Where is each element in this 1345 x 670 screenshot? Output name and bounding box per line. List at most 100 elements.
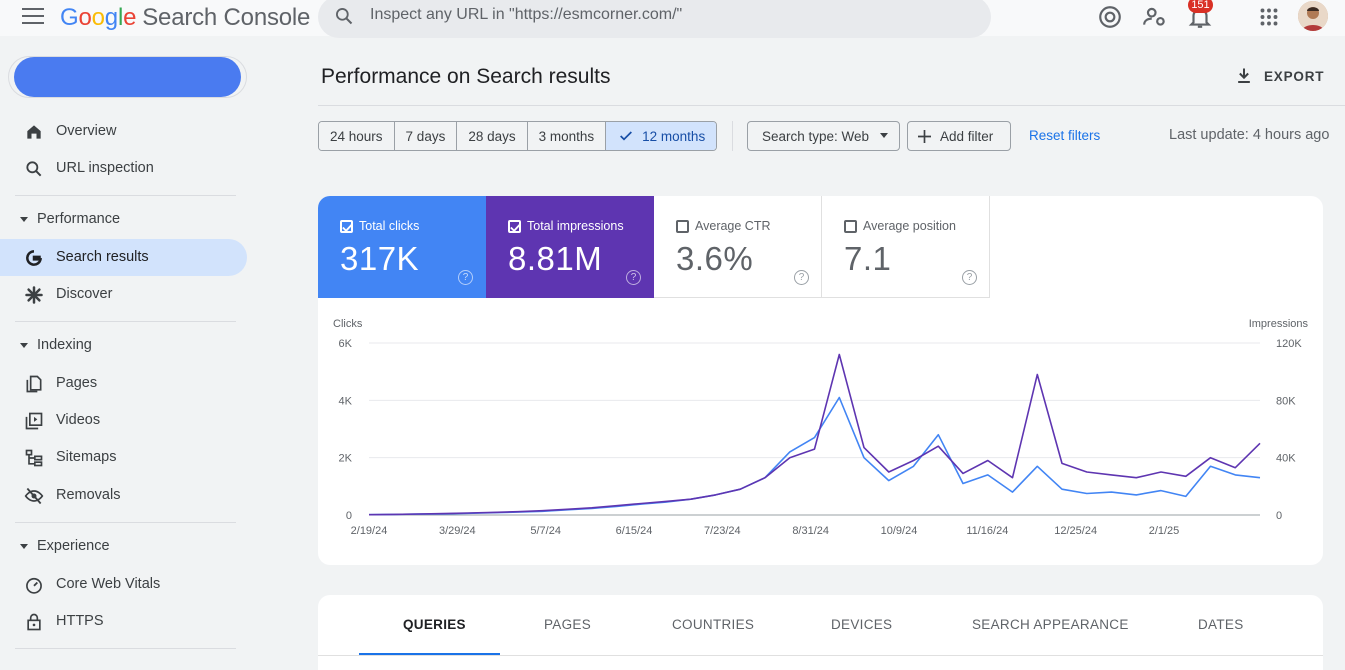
right-tick-label: 120K [1276,338,1302,350]
metric-average-ctr[interactable]: Average CTR 3.6% ? [654,196,822,298]
range-28-days[interactable]: 28 days [457,122,528,150]
add-filter-button[interactable]: Add filter [907,121,1011,151]
x-tick-label: 11/16/24 [966,525,1008,537]
tab-pages[interactable]: PAGES [544,617,592,632]
sidebar-divider [15,648,236,649]
reset-filters-link[interactable]: Reset filters [1029,128,1101,143]
range-24-hours[interactable]: 24 hours [319,122,395,150]
sidebar-item-url-inspection[interactable]: URL inspection [0,150,247,187]
export-button[interactable]: EXPORT [1234,64,1324,88]
x-tick-label: 2/19/24 [351,525,388,537]
sidebar-item-removals[interactable]: Removals [0,477,247,514]
url-inspection-input[interactable] [370,0,970,30]
x-tick-label: 8/31/24 [792,525,829,537]
help-icon[interactable]: ? [458,270,473,285]
metric-average-position[interactable]: Average position 7.1 ? [822,196,990,298]
sidebar-item-discover[interactable]: Discover [0,276,247,313]
user-avatar-icon [1298,1,1328,31]
tab-countries[interactable]: COUNTRIES [672,617,755,632]
x-tick-label: 2/1/25 [1149,525,1180,537]
pages-icon [26,375,42,393]
avatar[interactable] [1298,1,1328,31]
active-tab-indicator [359,653,500,655]
apps-icon[interactable] [1256,4,1282,30]
lock-icon [27,613,41,631]
url-inspection-search [318,0,991,38]
tab-queries[interactable]: QUERIES [403,617,466,632]
sidebar-divider [15,522,236,523]
caret-down-icon [20,343,28,348]
performance-chart: Clicks Impressions 0 2K 4K 6K 0 40K 80K 120K 2… [333,318,1309,537]
right-tick-label: 0 [1276,510,1282,522]
x-tick-label: 5/7/24 [530,525,561,537]
sidebar-item-overview[interactable]: Overview [0,113,247,150]
notification-count-badge: 151 [1188,0,1213,13]
filter-separator [732,121,733,151]
google-g-icon [26,250,43,266]
metric-total-impressions[interactable]: Total impressions 8.81M ? [486,196,654,298]
right-tick-label: 40K [1276,453,1296,465]
performance-card: Total clicks 317K ? Total impressions 8.… [318,196,1323,565]
range-12-months[interactable]: 12 months [606,122,717,150]
metric-total-clicks[interactable]: Total clicks 317K ? [318,196,486,298]
last-update-text: Last update: 4 hours ago [1169,127,1330,143]
sidebar-item-videos[interactable]: Videos [0,402,247,439]
caret-down-icon [20,217,28,222]
right-tick-label: 80K [1276,395,1296,407]
metric-value: 3.6% [676,240,754,277]
menu-icon[interactable] [22,6,44,26]
page-title: Performance on Search results [321,65,611,88]
help-icon[interactable]: ? [794,270,809,285]
sidebar-item-search-results[interactable]: Search results [0,239,247,276]
removal-icon [24,487,44,505]
date-range-selector: 24 hours 7 days 28 days 3 months 12 mont… [318,121,718,151]
plus-icon [918,130,931,143]
chevron-down-icon [880,133,888,138]
left-tick-label: 0 [346,510,352,522]
home-icon [27,125,41,139]
x-tick-label: 6/15/24 [616,525,653,537]
asterisk-icon [25,286,43,304]
tab-devices[interactable]: DEVICES [831,617,893,632]
section-experience[interactable]: Experience [0,532,247,562]
help-icon[interactable] [1097,4,1123,30]
x-tick-label: 12/25/24 [1054,525,1097,537]
sidebar-item-sitemaps[interactable]: Sitemaps [0,439,247,476]
series-line-clicks [368,396,1261,516]
help-icon[interactable]: ? [962,270,977,285]
help-icon[interactable]: ? [626,270,641,285]
search-type-dropdown[interactable]: Search type: Web [747,121,900,151]
report-tabs-card: QUERIES PAGES COUNTRIES DEVICES SEARCH A… [318,595,1323,670]
sidebar-item-pages[interactable]: Pages [0,365,247,402]
sidebar-item-core-web-vitals[interactable]: Core Web Vitals [0,566,247,603]
search-console-logo[interactable]: Google Search Console [60,4,311,31]
tabs-divider [318,655,1323,656]
header-divider [318,105,1345,106]
left-tick-label: 6K [339,338,353,350]
checkbox-unchecked-icon [844,220,857,233]
speedometer-icon [26,577,42,594]
tab-search-appearance[interactable]: SEARCH APPEARANCE [972,617,1129,632]
video-icon [25,412,43,430]
x-tick-label: 3/29/24 [439,525,476,537]
metric-value: 317K [340,240,420,277]
x-tick-label: 10/9/24 [881,525,918,537]
section-indexing[interactable]: Indexing [0,331,247,361]
property-selector-fill [14,57,241,97]
section-performance[interactable]: Performance [0,205,247,235]
range-7-days[interactable]: 7 days [394,122,458,150]
sidebar-divider [15,321,236,322]
x-tick-label: 7/23/24 [704,525,741,537]
metric-value: 8.81M [508,240,603,277]
left-axis-label: Clicks [333,318,363,330]
sitemap-icon [25,449,43,467]
search-icon [26,161,42,177]
tab-dates[interactable]: DATES [1198,617,1244,632]
search-icon[interactable] [334,6,354,26]
manage-users-icon[interactable] [1142,4,1168,30]
sidebar-item-https[interactable]: HTTPS [0,603,247,640]
left-tick-label: 4K [339,395,353,407]
property-selector[interactable] [8,56,247,98]
range-3-months[interactable]: 3 months [527,122,607,150]
